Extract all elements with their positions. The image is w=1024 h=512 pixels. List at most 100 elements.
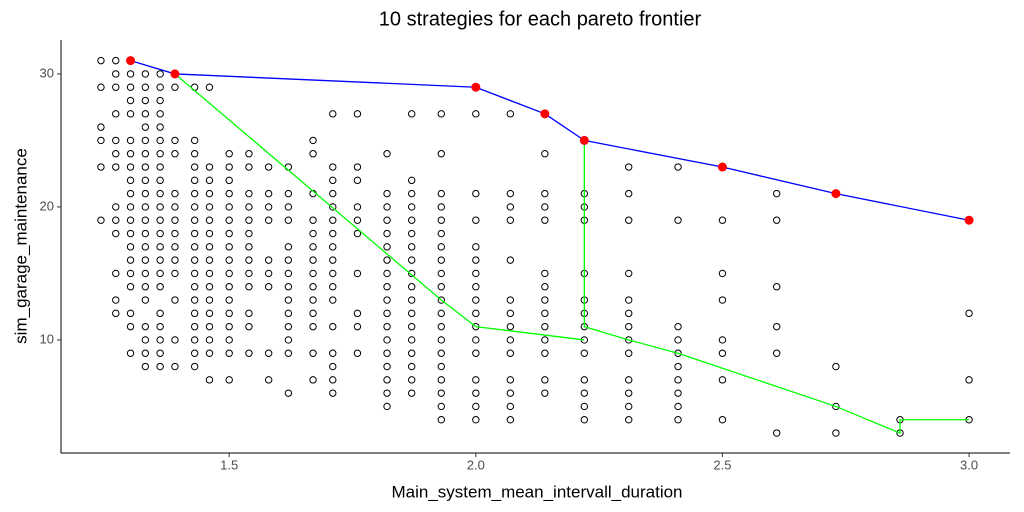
point — [472, 189, 480, 198]
point — [383, 322, 391, 331]
point — [126, 216, 135, 224]
point — [284, 269, 293, 278]
point — [190, 163, 199, 171]
point — [171, 256, 179, 264]
point — [264, 269, 273, 278]
point — [245, 256, 253, 264]
point — [541, 309, 549, 318]
point — [225, 176, 233, 185]
point — [383, 283, 391, 291]
point — [112, 269, 120, 278]
point — [225, 309, 233, 318]
point — [205, 322, 214, 331]
point — [97, 83, 105, 91]
point — [141, 136, 150, 145]
point — [541, 216, 549, 224]
point — [264, 256, 273, 264]
point — [190, 322, 199, 331]
point — [353, 349, 362, 357]
point — [190, 189, 199, 198]
point — [383, 376, 391, 384]
point — [625, 296, 633, 304]
x-tick-label: 1.5 — [220, 457, 238, 472]
point — [718, 416, 727, 424]
point — [329, 229, 337, 238]
point — [718, 349, 727, 357]
point — [329, 176, 337, 185]
point — [437, 376, 445, 384]
point — [245, 243, 253, 251]
point — [264, 216, 273, 224]
point — [126, 283, 135, 291]
point — [625, 269, 633, 278]
point — [126, 136, 135, 145]
point — [329, 376, 337, 384]
point — [284, 296, 293, 304]
point — [383, 203, 391, 211]
point — [171, 189, 179, 198]
point — [97, 56, 105, 65]
point — [225, 296, 233, 304]
point — [205, 203, 214, 211]
point — [284, 389, 293, 397]
pareto-point — [540, 109, 550, 119]
point — [171, 203, 179, 211]
point — [625, 402, 633, 411]
point — [437, 110, 445, 118]
point — [205, 216, 214, 224]
point — [225, 283, 233, 291]
point — [383, 309, 391, 318]
point — [772, 429, 781, 437]
point — [126, 229, 135, 238]
point — [437, 349, 445, 357]
point — [245, 269, 253, 278]
point — [225, 269, 233, 278]
point — [383, 229, 391, 238]
point — [772, 189, 781, 198]
point — [329, 362, 337, 371]
point — [141, 283, 150, 291]
point — [309, 376, 317, 384]
point — [141, 123, 150, 131]
point — [309, 256, 317, 264]
point — [156, 70, 164, 78]
point — [225, 229, 233, 238]
point — [205, 349, 214, 357]
point — [245, 309, 253, 318]
point — [284, 256, 293, 264]
point — [329, 163, 337, 171]
point — [141, 83, 150, 91]
point — [245, 189, 253, 198]
point — [407, 322, 416, 331]
point — [383, 150, 391, 158]
point — [383, 216, 391, 224]
point — [625, 389, 633, 397]
point — [309, 136, 317, 145]
point — [156, 203, 164, 211]
point — [329, 256, 337, 264]
point — [156, 349, 164, 357]
point — [205, 163, 214, 171]
point — [718, 376, 727, 384]
point — [674, 216, 682, 224]
point — [437, 283, 445, 291]
point — [126, 256, 135, 264]
point — [407, 389, 416, 397]
point — [225, 216, 233, 224]
point — [353, 229, 362, 238]
point — [245, 216, 253, 224]
point — [772, 216, 781, 224]
point — [171, 362, 179, 371]
point — [437, 389, 445, 397]
point — [245, 322, 253, 331]
point — [171, 269, 179, 278]
point — [112, 70, 120, 78]
point — [141, 362, 150, 371]
point — [625, 163, 633, 171]
point — [264, 203, 273, 211]
point — [437, 256, 445, 264]
point — [329, 216, 337, 224]
point — [965, 376, 973, 384]
point — [126, 176, 135, 185]
